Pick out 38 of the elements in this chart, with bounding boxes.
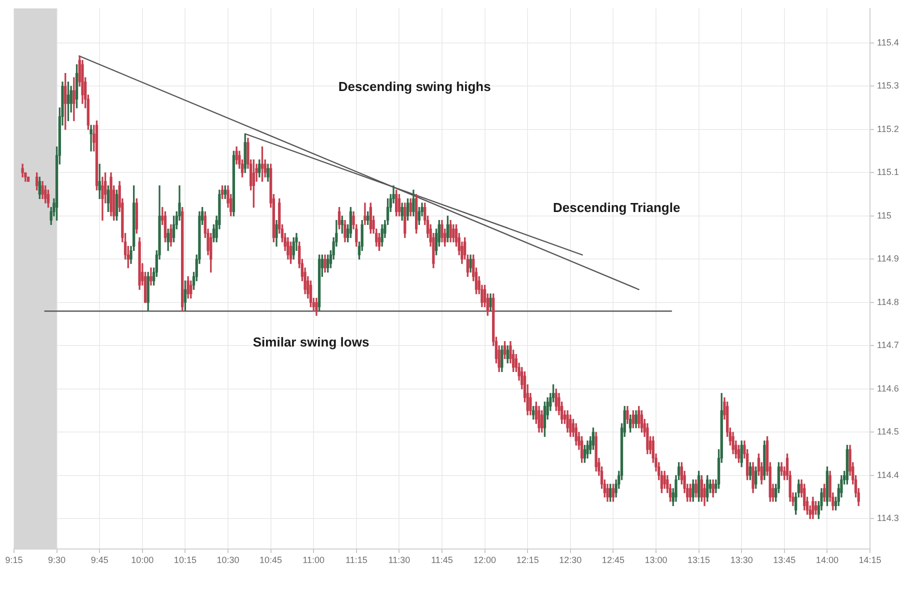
x-tick-label: 9:30 xyxy=(48,554,66,565)
y-tick-label: 115.1 xyxy=(877,167,899,178)
y-tick-label: 115 xyxy=(877,210,892,220)
x-tick-label: 14:15 xyxy=(858,554,882,565)
candlestick xyxy=(364,202,366,225)
x-tick-label: 11:30 xyxy=(388,554,410,565)
y-tick-label: 115.2 xyxy=(877,124,899,134)
y-tick-label: 114.5 xyxy=(877,426,899,437)
x-tick-label: 12:45 xyxy=(602,554,624,565)
x-tick-label: 9:45 xyxy=(90,554,108,565)
y-tick-label: 114.7 xyxy=(877,340,899,350)
annotation: Similar swing lows xyxy=(252,334,370,350)
y-tick-label: 114.6 xyxy=(877,383,899,394)
annotation: Descending Triangle xyxy=(553,200,680,215)
x-tick-label: 13:15 xyxy=(688,554,710,565)
x-tick-label: 11:45 xyxy=(431,554,453,565)
x-tick-label: 10:00 xyxy=(131,554,154,565)
x-tick-label: 10:45 xyxy=(260,554,282,565)
y-tick-label: 115.4 xyxy=(877,37,899,48)
y-tick-label: 114.3 xyxy=(877,513,899,524)
y-tick-label: 114.4 xyxy=(877,470,899,480)
x-tick-label: 11:00 xyxy=(302,554,325,565)
x-tick-label: 12:30 xyxy=(559,554,582,565)
x-tick-label: 9:15 xyxy=(5,554,23,565)
x-tick-label: 12:15 xyxy=(516,554,539,565)
candlestick xyxy=(90,124,92,152)
x-tick-label: 12:00 xyxy=(474,554,496,565)
x-tick-label: 13:00 xyxy=(644,554,668,565)
y-tick-label: 114.8 xyxy=(877,296,899,307)
x-tick-label: 14:00 xyxy=(816,554,838,565)
annotation: Descending swing highs xyxy=(338,78,491,94)
y-tick-label: 115.3 xyxy=(877,80,899,91)
x-tick-label: 13:45 xyxy=(773,554,796,565)
x-tick-label: 11:15 xyxy=(345,554,368,565)
y-tick-label: 114.9 xyxy=(877,254,899,264)
x-tick-label: 10:30 xyxy=(216,554,240,565)
x-tick-label: 10:15 xyxy=(174,554,196,565)
x-tick-label: 13:30 xyxy=(730,554,753,565)
